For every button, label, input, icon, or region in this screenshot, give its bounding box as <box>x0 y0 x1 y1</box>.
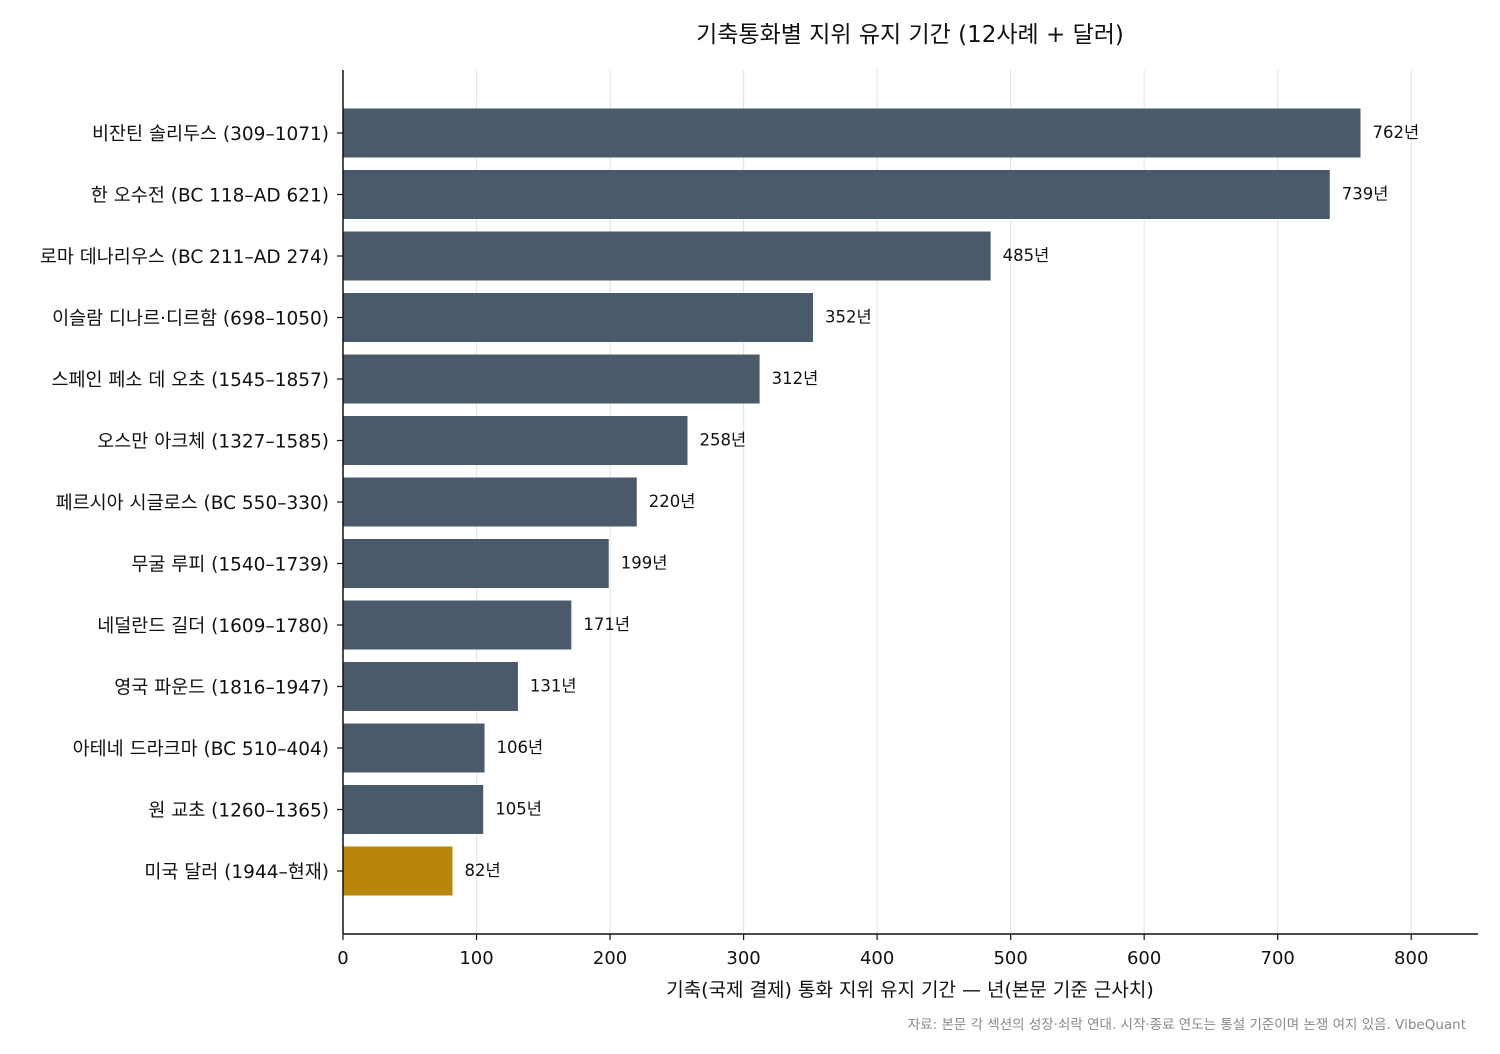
bar-value-label: 485년 <box>1003 246 1050 265</box>
bar <box>343 477 637 527</box>
category-label: 한 오수전 (BC 118–AD 621) <box>91 186 329 207</box>
bar <box>343 108 1361 158</box>
x-tick-label: 100 <box>459 948 493 969</box>
x-tick-label: 300 <box>726 948 760 969</box>
bar-value-label: 105년 <box>495 800 542 819</box>
bar-value-label: 258년 <box>700 431 747 450</box>
bar <box>343 600 572 650</box>
category-label: 미국 달러 (1944–현재) <box>144 862 329 883</box>
x-tick-label: 400 <box>860 948 894 969</box>
bar <box>343 354 760 404</box>
bar-value-label: 171년 <box>583 615 630 634</box>
bar-value-label: 312년 <box>772 369 819 388</box>
bar-value-label: 106년 <box>497 738 544 757</box>
source-note: 자료: 본문 각 섹션의 성장·쇠락 연대. 시작·종료 연도는 통설 기준이며… <box>908 1017 1466 1033</box>
category-label: 페르시아 시글로스 (BC 550–330) <box>56 493 329 514</box>
x-tick-label: 800 <box>1394 948 1428 969</box>
category-label: 영국 파운드 (1816–1947) <box>114 678 329 699</box>
bar-value-label: 131년 <box>530 677 577 696</box>
category-label: 로마 데나리우스 (BC 211–AD 274) <box>40 247 329 268</box>
bar-value-label: 220년 <box>649 492 696 511</box>
category-label: 비잔틴 솔리두스 (309–1071) <box>92 124 329 145</box>
bar <box>343 231 991 281</box>
bar-value-label: 762년 <box>1372 123 1419 142</box>
x-tick-label: 0 <box>337 948 348 969</box>
category-label: 이슬람 디나르·디르함 (698–1050) <box>52 309 329 330</box>
x-tick-label: 500 <box>993 948 1027 969</box>
bar <box>343 785 484 834</box>
category-label: 아테네 드라크마 (BC 510–404) <box>73 739 329 760</box>
x-tick-label: 700 <box>1261 948 1295 969</box>
x-tick-label: 200 <box>593 948 627 969</box>
category-label: 무굴 루피 (1540–1739) <box>131 555 329 576</box>
bar-value-label: 199년 <box>621 554 668 573</box>
bar <box>343 662 518 711</box>
bar-value-label: 352년 <box>825 308 872 327</box>
bars: 762년 739년 485년 352년 312년 258년 220년 199년 171년 131년… <box>343 108 1419 896</box>
bar-value-label: 82년 <box>464 861 500 880</box>
bar <box>343 846 453 896</box>
x-tick-label: 600 <box>1127 948 1161 969</box>
x-axis-title: 기축(국제 결제) 통화 지위 유지 기간 — 년(본문 기준 근사치) <box>666 979 1154 1001</box>
category-label: 네덜란드 길더 (1609–1780) <box>97 616 329 637</box>
bar-value-label: 739년 <box>1342 185 1389 204</box>
bar <box>343 293 814 342</box>
bar <box>343 170 1330 219</box>
category-label: 오스만 아크체 (1327–1585) <box>97 432 329 453</box>
category-label: 스페인 페소 데 오초 (1545–1857) <box>51 370 329 391</box>
chart-title: 기축통화별 지위 유지 기간 (12사례 + 달러) <box>696 22 1124 48</box>
axes: 0 100 200 300 400 500 600 700 800 비잔틴 솔리두스 (309–1… <box>40 70 1478 969</box>
bar <box>343 723 485 773</box>
bar <box>343 539 609 588</box>
category-label: 원 교초 (1260–1365) <box>148 801 329 822</box>
bar <box>343 416 688 465</box>
